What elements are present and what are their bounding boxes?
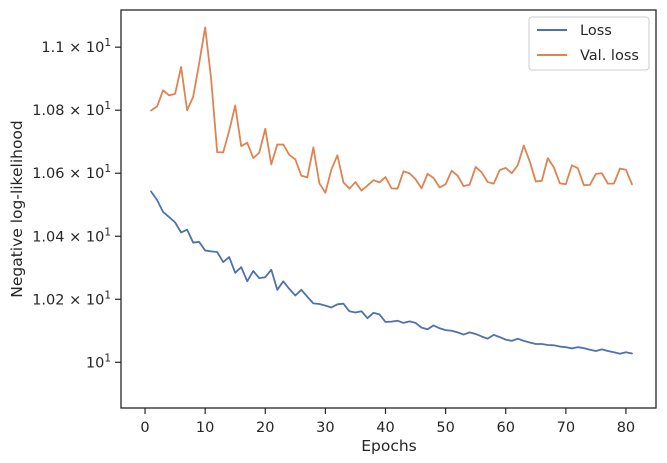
x-tick-label: 60 xyxy=(496,420,514,436)
y-tick-label: 1.1 × 101 xyxy=(41,37,111,56)
y-axis-label: Negative log-likelihood xyxy=(8,120,26,298)
series-line-val-loss xyxy=(150,26,633,194)
y-axis-ticks: 101 1.02 × 101 1.04 × 101 1.06 × 101 1.08 × … xyxy=(32,37,121,371)
y-tick-label: 101 xyxy=(86,352,111,371)
x-tick-label: 80 xyxy=(617,420,635,436)
y-tick-label: 1.02 × 101 xyxy=(32,289,111,308)
y-tick-label: 1.04 × 101 xyxy=(32,226,111,245)
legend-label-val-loss: Val. loss xyxy=(580,48,639,64)
x-tick-label: 40 xyxy=(376,420,394,436)
x-tick-label: 70 xyxy=(557,420,575,436)
x-axis-ticks: 0 10 20 30 40 50 60 70 80 xyxy=(140,408,635,436)
x-tick-label: 20 xyxy=(256,420,274,436)
plot-lines xyxy=(150,26,633,355)
plot-frame xyxy=(120,9,657,409)
legend: Loss Val. loss xyxy=(528,16,650,71)
x-tick-label: 50 xyxy=(436,420,454,436)
series-line-loss xyxy=(150,190,633,355)
legend-label-loss: Loss xyxy=(580,23,612,39)
y-tick-label: 1.06 × 101 xyxy=(32,163,111,182)
y-tick-label: 1.08 × 101 xyxy=(32,100,111,119)
x-tick-label: 10 xyxy=(196,420,214,436)
x-axis-label: Epochs xyxy=(361,437,417,455)
x-tick-label: 0 xyxy=(140,420,149,436)
x-tick-label: 30 xyxy=(316,420,334,436)
